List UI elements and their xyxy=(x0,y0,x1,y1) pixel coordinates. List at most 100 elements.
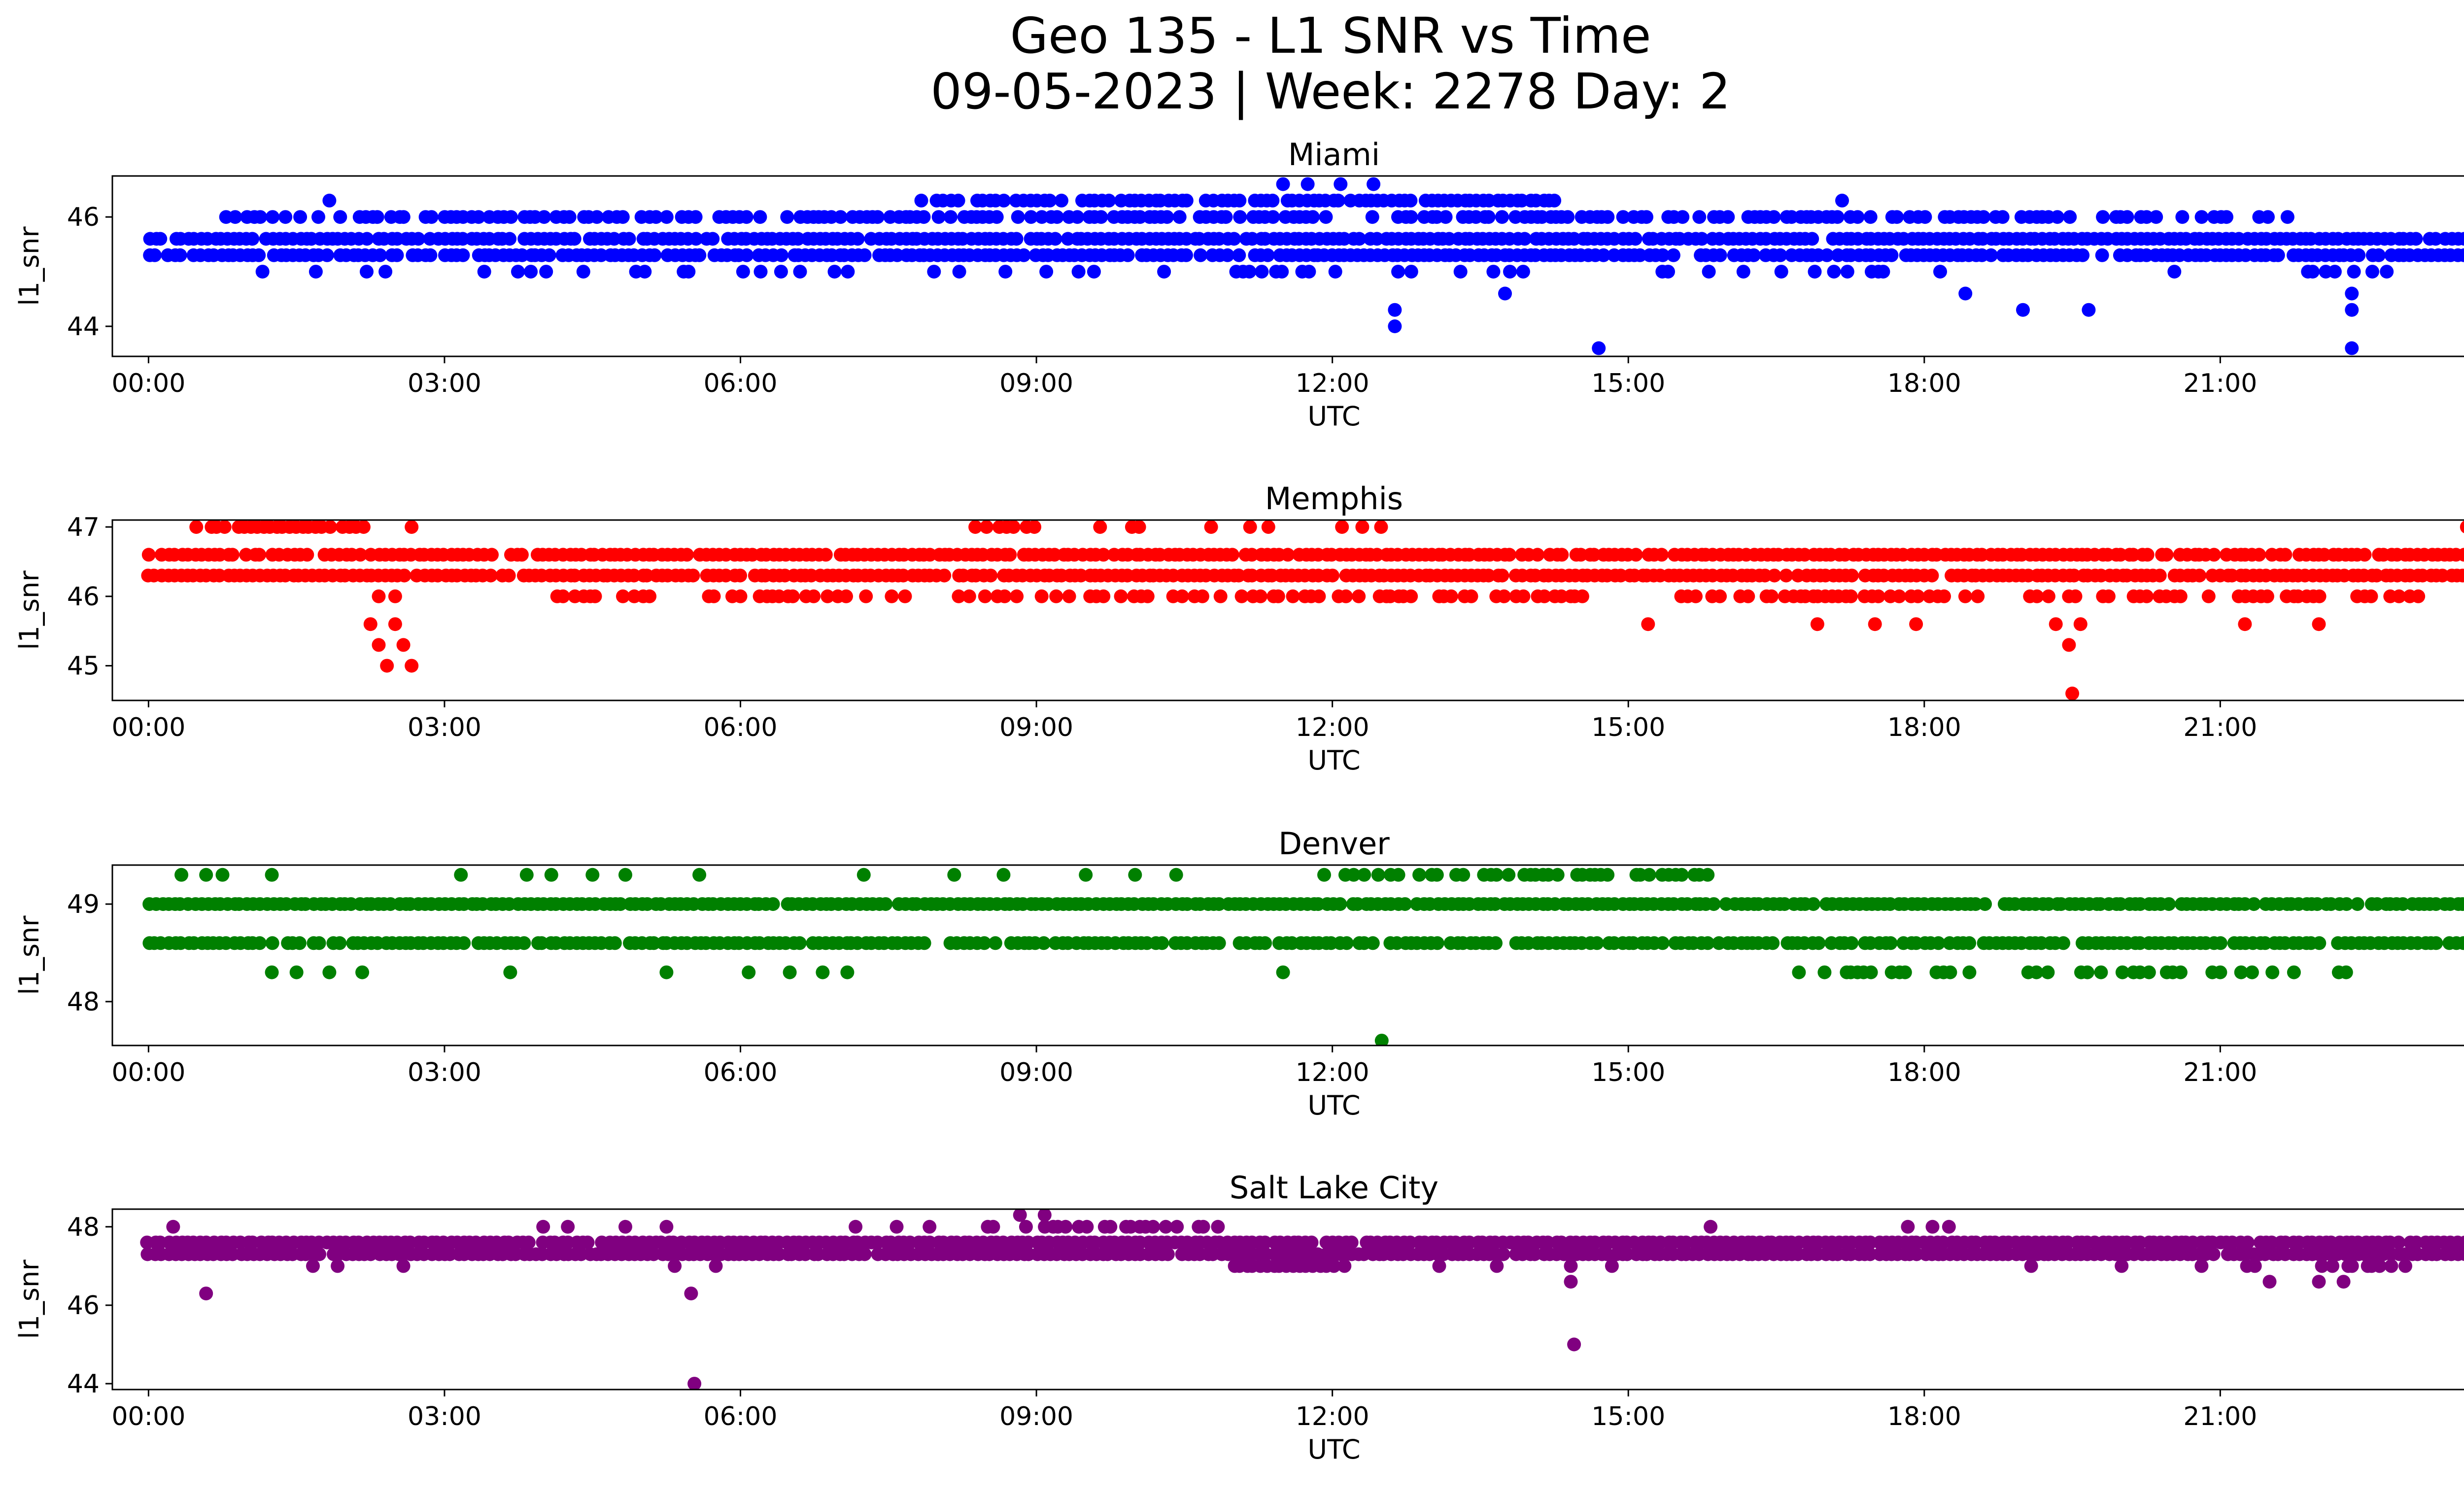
scatter-point xyxy=(1072,265,1086,279)
scatter-point xyxy=(1996,210,2010,224)
scatter-point xyxy=(1892,590,1906,603)
scatter-point xyxy=(774,265,788,279)
scatter-point xyxy=(1827,265,1841,279)
scatter-point xyxy=(828,265,842,279)
scatter-point xyxy=(680,548,694,561)
scatter-point xyxy=(753,210,767,224)
scatter-point xyxy=(1038,1208,1052,1222)
x-tick-label: 18:00 xyxy=(1887,1402,1961,1431)
scatter-point xyxy=(990,210,1004,224)
scatter-point xyxy=(638,265,651,279)
scatter-point xyxy=(503,966,517,979)
scatter-point xyxy=(142,548,156,561)
x-tick-label: 12:00 xyxy=(1296,369,1369,398)
scatter-point xyxy=(1641,617,1655,631)
scatter-point xyxy=(2074,617,2088,631)
scatter-point xyxy=(174,868,188,882)
scatter-point xyxy=(1868,617,1882,631)
scatter-point xyxy=(2429,936,2443,950)
scatter-point xyxy=(1196,590,1209,603)
scatter-point xyxy=(616,210,630,224)
scatter-point xyxy=(1170,1220,1184,1234)
scatter-point xyxy=(1254,590,1267,603)
scatter-point xyxy=(1656,936,1670,950)
scatter-point xyxy=(397,1259,411,1273)
scatter-point xyxy=(1275,265,1289,279)
scatter-point xyxy=(1079,868,1093,882)
scatter-point xyxy=(1872,590,1885,603)
scatter-point xyxy=(405,520,418,534)
scatter-point xyxy=(2062,638,2076,652)
scatter-point xyxy=(405,659,418,673)
scatter-point xyxy=(1984,248,1998,262)
scatter-point xyxy=(2195,210,2209,224)
scatter-point xyxy=(1355,520,1369,534)
scatter-point xyxy=(858,1248,872,1261)
scatter-point xyxy=(1227,232,1241,246)
scatter-point xyxy=(1094,210,1108,224)
scatter-point xyxy=(423,248,437,262)
scatter-point xyxy=(2345,1259,2359,1273)
scatter-point xyxy=(2069,590,2083,603)
scatter-point xyxy=(1845,936,1858,950)
scatter-point xyxy=(1306,210,1320,224)
scatter-point xyxy=(915,194,928,208)
scatter-point xyxy=(1835,194,1849,208)
x-tick-label: 15:00 xyxy=(1591,713,1665,742)
scatter-point xyxy=(986,1220,1000,1234)
scatter-point xyxy=(252,248,266,262)
scatter-point xyxy=(2149,210,2163,224)
scatter-point xyxy=(1601,210,1614,224)
x-tick-label: 00:00 xyxy=(111,1402,185,1431)
scatter-point xyxy=(2207,1248,2221,1261)
scatter-point xyxy=(978,590,992,603)
scatter-point xyxy=(2213,966,2227,979)
scatter-point xyxy=(1812,936,1826,950)
scatter-point xyxy=(608,936,622,950)
scatter-point xyxy=(1087,265,1101,279)
y-axis-label: l1_snr xyxy=(14,226,45,306)
scatter-point xyxy=(2345,303,2359,317)
scatter-point xyxy=(1212,936,1226,950)
scatter-point xyxy=(1357,868,1371,882)
scatter-point xyxy=(2364,590,2378,603)
scatter-point xyxy=(1958,287,1972,301)
scatter-point xyxy=(839,590,853,603)
scatter-point xyxy=(1258,936,1272,950)
scatter-point xyxy=(1971,590,1985,603)
scatter-point xyxy=(668,1259,682,1273)
scatter-point xyxy=(1456,868,1470,882)
scatter-point xyxy=(2306,265,2320,279)
scatter-point xyxy=(1403,194,1417,208)
scatter-point xyxy=(568,232,582,246)
scatter-series xyxy=(142,868,2464,1047)
scatter-point xyxy=(1007,520,1021,534)
scatter-point xyxy=(1482,936,1496,950)
scatter-point xyxy=(871,210,885,224)
scatter-point xyxy=(2167,265,2181,279)
scatter-point xyxy=(2248,1259,2262,1273)
scatter-point xyxy=(2220,210,2233,224)
scatter-point xyxy=(947,868,961,882)
scatter-point xyxy=(1017,248,1031,262)
scatter-point xyxy=(1561,210,1574,224)
scatter-point xyxy=(1157,265,1171,279)
scatter-point xyxy=(1701,868,1714,882)
x-tick-label: 06:00 xyxy=(704,1402,778,1431)
scatter-point xyxy=(2140,590,2154,603)
scatter-point xyxy=(1465,590,1478,603)
scatter-point xyxy=(1516,590,1530,603)
scatter-point xyxy=(2337,1275,2351,1288)
scatter-point xyxy=(918,936,931,950)
scatter-series xyxy=(141,520,2464,700)
scatter-point xyxy=(245,232,259,246)
scatter-point xyxy=(1640,210,1653,224)
scatter-point xyxy=(937,569,951,583)
scatter-point xyxy=(736,265,750,279)
scatter-point xyxy=(2398,1259,2412,1273)
scatter-point xyxy=(1531,548,1544,561)
scatter-point xyxy=(980,520,993,534)
scatter-point xyxy=(780,210,794,224)
